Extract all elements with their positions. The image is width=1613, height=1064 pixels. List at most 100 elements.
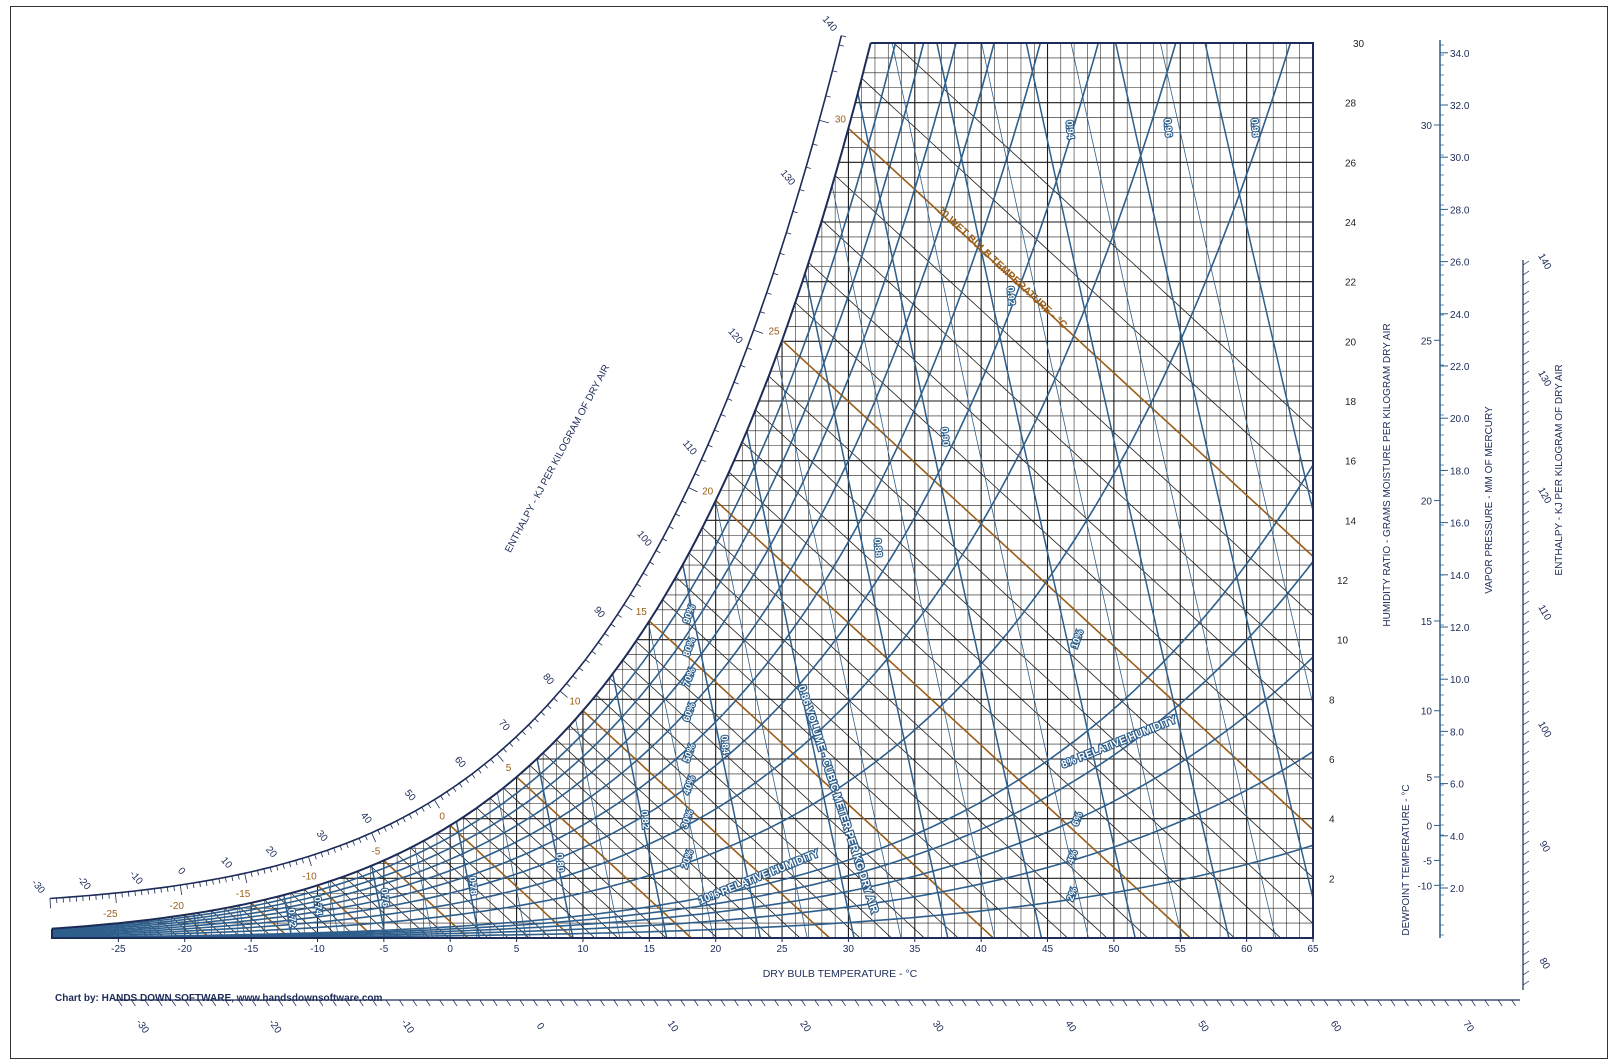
enthalpy-right-tick — [1522, 670, 1530, 676]
enthalpy-minor-tick — [662, 538, 668, 542]
enthalpy-right-tick — [1522, 860, 1530, 866]
enthalpy-bottom-tick — [1323, 999, 1329, 1007]
enthalpy-minor-tick — [396, 820, 400, 826]
enthalpy-minor-tick — [257, 870, 259, 876]
specific-volume-line — [1064, 43, 1284, 938]
dewpoint-label: 10 — [1421, 707, 1433, 718]
enthalpy-bottom-tick — [559, 999, 565, 1007]
enthalpy-bottom-tick — [1270, 999, 1275, 1007]
enthalpy-minor-tick — [153, 888, 156, 894]
enthalpy-right-tick — [1522, 920, 1530, 926]
vapor-pressure-label: 8.0 — [1450, 727, 1464, 738]
x-tick-label: -20 — [178, 944, 193, 955]
enthalpy-right-tick — [1522, 640, 1530, 646]
enthalpy-bottom-tick — [1189, 999, 1195, 1007]
specific-volume-label: 0.92 — [1004, 286, 1017, 305]
enthalpy-right-tick — [1522, 610, 1530, 616]
enthalpy-minor-tick — [408, 814, 412, 819]
enthalpy-bottom-tick — [801, 999, 806, 1007]
enthalpy-minor-tick — [377, 829, 381, 835]
enthalpy-right-tick — [1522, 490, 1530, 496]
enthalpy-right-tick — [1522, 310, 1530, 316]
enthalpy-minor-tick — [681, 500, 687, 504]
enthalpy-left-label: 10 — [218, 855, 234, 871]
enthalpy-bottom-tick — [868, 999, 873, 1007]
enthalpy-bottom-tick — [1444, 999, 1449, 1007]
enthalpy-bottom-tick — [385, 999, 391, 1007]
enthalpy-minor-tick — [604, 633, 609, 637]
vapor-pressure-axis-title: VAPOR PRESSURE - MM OF MERCURY — [1484, 406, 1495, 594]
enthalpy-bottom-tick — [1497, 999, 1503, 1007]
enthalpy-right-tick — [1522, 410, 1530, 416]
enthalpy-bottom-label: 50 — [1195, 1019, 1211, 1035]
saturation-curve — [51, 42, 872, 930]
wet-bulb-line — [808, 262, 1313, 938]
enthalpy-minor-tick — [740, 364, 746, 368]
enthalpy-minor-tick — [127, 891, 130, 897]
wet-bulb-line — [874, 43, 1313, 675]
relative-humidity-curve — [52, 43, 1313, 936]
vapor-pressure-label: 20.0 — [1450, 414, 1470, 425]
enthalpy-right-tick — [1522, 600, 1530, 606]
enthalpy-bottom-label: -10 — [399, 1017, 417, 1036]
enthalpy-right-label: 80 — [1537, 956, 1552, 972]
wet-bulb-line — [529, 765, 756, 938]
wet-bulb-line — [595, 694, 902, 938]
enthalpy-bottom-tick — [573, 999, 578, 1007]
enthalpy-minor-tick — [269, 867, 272, 873]
enthalpy-left-label: 140 — [820, 14, 839, 34]
x-tick-label: 40 — [976, 944, 988, 955]
enthalpy-minor-tick — [121, 892, 123, 898]
relative-humidity-curve — [52, 750, 1313, 938]
wet-bulb-line — [582, 710, 876, 938]
specific-volume-line — [840, 43, 1050, 938]
humidity-tick-label: 8 — [1329, 695, 1335, 706]
wet-bulb-label: 10 — [569, 697, 581, 708]
x-tick-label: 55 — [1175, 944, 1187, 955]
enthalpy-minor-tick — [521, 730, 526, 736]
enthalpy-bottom-tick — [184, 999, 190, 1007]
relative-humidity-label: 40% — [681, 774, 698, 796]
wet-bulb-line — [741, 441, 1313, 938]
enthalpy-right-tick — [1522, 550, 1530, 556]
enthalpy-minor-tick — [819, 119, 829, 124]
enthalpy-right-tick — [1522, 570, 1530, 576]
enthalpy-minor-tick — [276, 865, 279, 871]
vapor-pressure-label: 24.0 — [1450, 310, 1470, 321]
enthalpy-minor-tick — [841, 35, 847, 38]
enthalpy-right-tick — [1522, 710, 1530, 716]
enthalpy-bottom-tick — [1055, 999, 1061, 1007]
relative-humidity-label: 50% — [681, 742, 698, 764]
wet-bulb-line — [795, 302, 1313, 938]
wet-bulb-line — [410, 847, 544, 938]
wet-bulb-line — [755, 409, 1313, 938]
enthalpy-right-tick — [1522, 430, 1530, 436]
x-tick-label: 5 — [514, 944, 520, 955]
humidity-tick-label: 24 — [1345, 218, 1357, 229]
wet-bulb-line — [635, 640, 995, 938]
enthalpy-minor-tick — [231, 875, 234, 881]
enthalpy-bottom-tick — [1310, 999, 1315, 1007]
relative-humidity-curve — [52, 43, 1313, 931]
enthalpy-bottom-tick — [734, 999, 739, 1007]
enthalpy-bottom-tick — [1028, 999, 1034, 1007]
specific-volume-line — [974, 43, 1190, 938]
wet-bulb-label: -10 — [302, 871, 317, 882]
enthalpy-right-tick — [1522, 910, 1530, 916]
enthalpy-bottom-tick — [211, 999, 217, 1007]
wet-bulb-line — [370, 865, 491, 938]
x-tick-label: -25 — [111, 944, 126, 955]
enthalpy-bottom-tick — [1350, 999, 1356, 1007]
enthalpy-minor-tick — [166, 886, 169, 892]
wet-bulb-label: 5 — [506, 763, 512, 774]
enthalpy-minor-tick — [591, 650, 597, 655]
x-axis-title: DRY BULB TEMPERATURE - °C — [763, 968, 918, 980]
enthalpy-right-tick — [1522, 830, 1530, 836]
enthalpy-minor-tick — [427, 803, 431, 809]
vapor-pressure-label: 16.0 — [1450, 519, 1470, 530]
enthalpy-left-title: ENTHALPY - KJ PER KILOGRAM OF DRY AIR — [503, 363, 612, 555]
enthalpy-bottom-tick — [693, 999, 699, 1007]
enthalpy-bottom-tick — [157, 999, 163, 1007]
enthalpy-left-label: 80 — [540, 672, 556, 688]
